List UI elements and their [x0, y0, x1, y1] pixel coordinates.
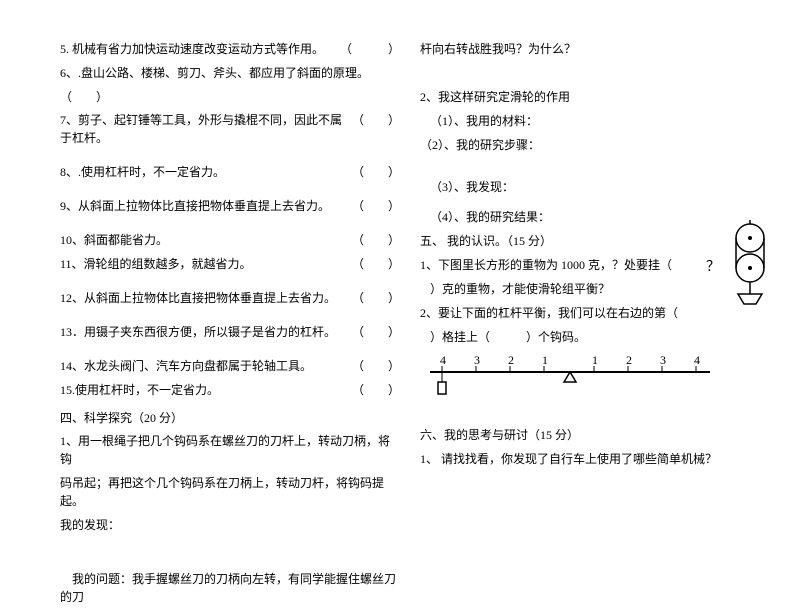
- q-text: 15.使用杠杆时，不一定省力。: [60, 381, 344, 399]
- question-9: 9、从斜面上拉物体比直接把物体垂直提上去省力。 （ ）: [60, 197, 400, 215]
- q-text: 5. 机械有省力加快运动速度改变运动方式等作用。: [60, 40, 332, 58]
- pulley-diagram: ？: [720, 220, 770, 314]
- sec4-q1-line3: 我的发现：: [60, 516, 400, 534]
- tick-4l: 4: [440, 353, 446, 367]
- section-6-title: 六、我的思考与研讨（15 分）: [420, 426, 740, 444]
- sec5-q2b: ）格挂上（ ）个钩码。: [430, 328, 740, 346]
- q-text: 8、.使用杠杆时，不一定省力。: [60, 163, 344, 181]
- paren: （ ）: [352, 197, 400, 215]
- r2-2: （2）、我的研究步骤：: [420, 136, 740, 154]
- r2-3: （3）、我发现：: [430, 178, 740, 196]
- question-14: 14、水龙头阀门、汽车方向盘都属于轮轴工具。 （ ）: [60, 357, 400, 375]
- paren: （ ）: [352, 289, 400, 307]
- r2-1: （1）、我用的材料：: [430, 112, 740, 130]
- paren: （ ）: [352, 111, 400, 147]
- r2-4: （4）、我的研究结果：: [430, 208, 740, 226]
- q-text: 13．用镊子夹东西很方便，所以镊子是省力的杠杆。: [60, 323, 344, 341]
- section-5-title: 五、 我的认识。（15 分）: [420, 232, 740, 250]
- question-11: 11、滑轮组的组数越多，就越省力。 （ ）: [60, 255, 400, 273]
- sec4-q1-line1: 1、用一根绳子把几个钩码系在螺丝刀的刀杆上，转动刀柄，将钩: [60, 432, 400, 468]
- paren: （ ）: [352, 163, 400, 181]
- q-text: 9、从斜面上拉物体比直接把物体垂直提上去省力。: [60, 197, 344, 215]
- paren: （ ）: [352, 231, 400, 249]
- lever-icon: 4 3 2 1 1 2 3 4: [420, 352, 720, 402]
- question-7: 7、剪子、起钉锤等工具，外形与撬棍不同，因此不属于杠杆。 （ ）: [60, 111, 400, 147]
- question-6: 6、.盘山公路、楼梯、剪刀、斧头、都应用了斜面的原理。: [60, 64, 400, 82]
- pulley-icon: [720, 220, 770, 310]
- question-5: 5. 机械有省力加快运动速度改变运动方式等作用。 （ ）: [60, 40, 400, 58]
- q-text: 7、剪子、起钉锤等工具，外形与撬棍不同，因此不属于杠杆。: [60, 111, 344, 147]
- sec4-my-question: 我的问题：我手握螺丝刀的刀柄向左转，有同学能握住螺丝刀的刀: [60, 570, 400, 606]
- paren: （ ）: [352, 255, 400, 273]
- left-column: 5. 机械有省力加快运动速度改变运动方式等作用。 （ ） 6、.盘山公路、楼梯、…: [60, 40, 400, 612]
- sec5-q2a: 2、要让下面的杠杆平衡，我们可以在右边的第（: [420, 304, 740, 322]
- paren: （ ）: [352, 323, 400, 341]
- tick-1r: 1: [592, 353, 598, 367]
- tick-4r: 4: [694, 353, 700, 367]
- question-12: 12、从斜面上拉物体比直接把物体垂直提上去省力。 （ ）: [60, 289, 400, 307]
- paren: （ ）: [352, 357, 400, 375]
- q-text: 12、从斜面上拉物体比直接把物体垂直提上去省力。: [60, 289, 344, 307]
- question-mark: ？: [706, 256, 720, 276]
- question-15: 15.使用杠杆时，不一定省力。 （ ）: [60, 381, 400, 399]
- lever-diagram: 4 3 2 1 1 2 3 4: [420, 352, 740, 406]
- section-4-title: 四、科学探究（20 分）: [60, 409, 400, 426]
- tick-3r: 3: [660, 353, 666, 367]
- q-text: 14、水龙头阀门、汽车方向盘都属于轮轴工具。: [60, 357, 344, 375]
- tick-1l: 1: [542, 353, 548, 367]
- q-text: 11、滑轮组的组数越多，就越省力。: [60, 255, 344, 273]
- paren: （ ）: [340, 40, 400, 58]
- paren: （ ）: [60, 88, 400, 105]
- q-text: 6、.盘山公路、楼梯、剪刀、斧头、都应用了斜面的原理。: [60, 64, 400, 82]
- tick-2r: 2: [626, 353, 632, 367]
- tick-3l: 3: [474, 353, 480, 367]
- question-10: 10、斜面都能省力。 （ ）: [60, 231, 400, 249]
- question-13: 13．用镊子夹东西很方便，所以镊子是省力的杠杆。 （ ）: [60, 323, 400, 341]
- tick-2l: 2: [508, 353, 514, 367]
- q-text: 10、斜面都能省力。: [60, 231, 344, 249]
- sec5-q1a: 1、下图里长方形的重物为 1000 克，？处要挂（: [420, 256, 740, 274]
- sec6-q1: 1、 请找找看，你发现了自行车上使用了哪些简单机械？: [420, 450, 740, 468]
- r2-title: 2、我这样研究定滑轮的作用: [420, 88, 740, 106]
- paren: （ ）: [352, 381, 400, 399]
- right-column: 杆向右转战胜我吗？为什么？ 2、我这样研究定滑轮的作用 （1）、我用的材料： （…: [420, 40, 740, 612]
- question-8: 8、.使用杠杆时，不一定省力。 （ ）: [60, 163, 400, 181]
- r-line-0: 杆向右转战胜我吗？为什么？: [420, 40, 740, 58]
- sec4-q1-line2: 码吊起；再把这个几个钩码系在刀柄上，转动刀杆，将钩码提起。: [60, 474, 400, 510]
- sec5-q1b: ）克的重物，才能使滑轮组平衡？: [430, 280, 740, 298]
